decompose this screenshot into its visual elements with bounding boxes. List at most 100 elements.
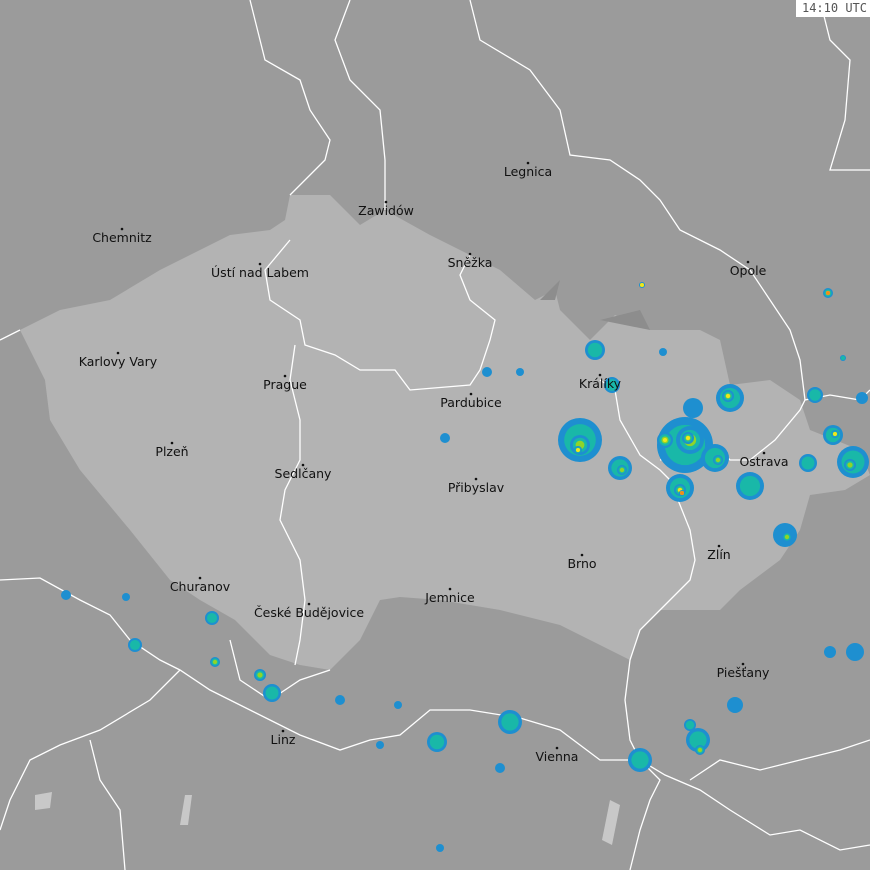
radar-echo-cell [726, 394, 730, 398]
radar-echo-cell [659, 348, 667, 356]
radar-echo-cell [587, 342, 603, 358]
radar-echo-cell [129, 639, 141, 651]
radar-echo-cell [846, 643, 864, 661]
city-label: Ostrava [739, 454, 788, 469]
radar-echo-cell [697, 747, 703, 753]
city-4: Sněžka [448, 252, 493, 270]
city-dot [258, 262, 262, 266]
radar-echo-cell [809, 389, 821, 401]
radar-echo-cell [685, 720, 695, 730]
city-label: Zawidów [358, 203, 414, 218]
city-label: Piešťany [717, 665, 770, 680]
radar-echo-cell [826, 291, 830, 295]
radar-echo-cell [840, 355, 846, 361]
radar-echo-cell [376, 741, 384, 749]
radar-echo-cell [801, 456, 815, 470]
city-markers: Chemnitz Ústí nad Labem Zawidów Legnica Sněž… [79, 161, 789, 764]
city-dot [198, 576, 202, 580]
radar-echo-cell [847, 462, 853, 468]
city-dot [555, 746, 559, 750]
city-5: Opole [730, 260, 767, 278]
radar-echo-cell [686, 436, 690, 440]
city-label: Zlín [707, 547, 730, 562]
city-label: Králíky [579, 376, 622, 391]
city-3: Legnica [504, 161, 552, 179]
radar-echo-cell [689, 731, 707, 749]
city-label: Chemnitz [92, 230, 152, 245]
city-16: Churanov [170, 576, 231, 594]
radar-echo-cell [482, 367, 492, 377]
city-10: Plzeň [155, 441, 189, 459]
radar-echoes [61, 282, 869, 852]
czech-republic-area [20, 195, 870, 670]
city-label: Plzeň [155, 444, 188, 459]
city-dot [762, 451, 766, 455]
city-label: Vienna [536, 749, 579, 764]
city-dot [746, 260, 750, 264]
radar-echo-cell [335, 695, 345, 705]
radar-echo-cell [122, 593, 130, 601]
city-17: České Budějovice [254, 602, 364, 620]
city-dot [580, 553, 584, 557]
radar-echo-cell [206, 612, 218, 624]
radar-echo-cell [265, 686, 279, 700]
city-label: Brno [567, 556, 596, 571]
city-21: Vienna [536, 746, 579, 764]
radar-echo-cell [739, 475, 761, 497]
city-label: Opole [730, 263, 767, 278]
city-label: Přibyslav [448, 480, 505, 495]
city-dot [474, 477, 478, 481]
city-label: Ústí nad Labem [211, 265, 309, 280]
city-dot [469, 392, 473, 396]
city-dot [301, 463, 305, 467]
city-7: Prague [263, 374, 307, 392]
radar-echo-cell [516, 368, 524, 376]
city-dot [741, 662, 745, 666]
city-dot [281, 729, 285, 733]
radar-echo-cell [606, 379, 618, 391]
radar-echo-cell [619, 467, 625, 473]
radar-echo-cell [640, 283, 644, 287]
city-dot [448, 587, 452, 591]
radar-echo-cell [212, 659, 218, 665]
city-label: Pardubice [440, 395, 502, 410]
radar-echo-cell [715, 457, 721, 463]
city-dot [283, 374, 287, 378]
city-14: Brno [567, 553, 597, 571]
city-label: Sněžka [448, 255, 493, 270]
radar-echo-cell [501, 713, 519, 731]
city-label: Churanov [170, 579, 231, 594]
city-label: Jemnice [424, 590, 475, 605]
city-dot [120, 227, 124, 231]
city-label: Karlovy Vary [79, 354, 158, 369]
city-label: České Budějovice [254, 605, 364, 620]
city-20: Linz [271, 729, 296, 747]
radar-echo-cell [61, 590, 71, 600]
radar-echo-cell [727, 697, 743, 713]
city-13: Ostrava [739, 451, 789, 469]
radar-echo-cell [683, 398, 703, 418]
city-dot [170, 441, 174, 445]
city-2: Zawidów [358, 200, 414, 218]
radar-echo-cell [663, 438, 667, 442]
city-label: Sedlčany [275, 466, 332, 481]
radar-echo-cell [436, 844, 444, 852]
city-0: Chemnitz [92, 227, 152, 245]
city-15: Zlín [707, 544, 731, 562]
city-dot [526, 161, 530, 165]
radar-echo-cell [257, 672, 263, 678]
city-19: Piešťany [717, 662, 770, 680]
city-dot [116, 351, 120, 355]
timestamp-label: 14:10 UTC [795, 0, 870, 17]
city-dot [384, 200, 388, 204]
city-9: Králíky [579, 373, 622, 391]
radar-echo-cell [833, 432, 837, 436]
terrain-shade [540, 280, 650, 330]
city-18: Jemnice [424, 587, 475, 605]
radar-echo-cell [631, 751, 649, 769]
city-dot [598, 373, 602, 377]
city-11: Sedlčany [275, 463, 332, 481]
city-label: Linz [271, 732, 296, 747]
city-8: Pardubice [440, 392, 502, 410]
